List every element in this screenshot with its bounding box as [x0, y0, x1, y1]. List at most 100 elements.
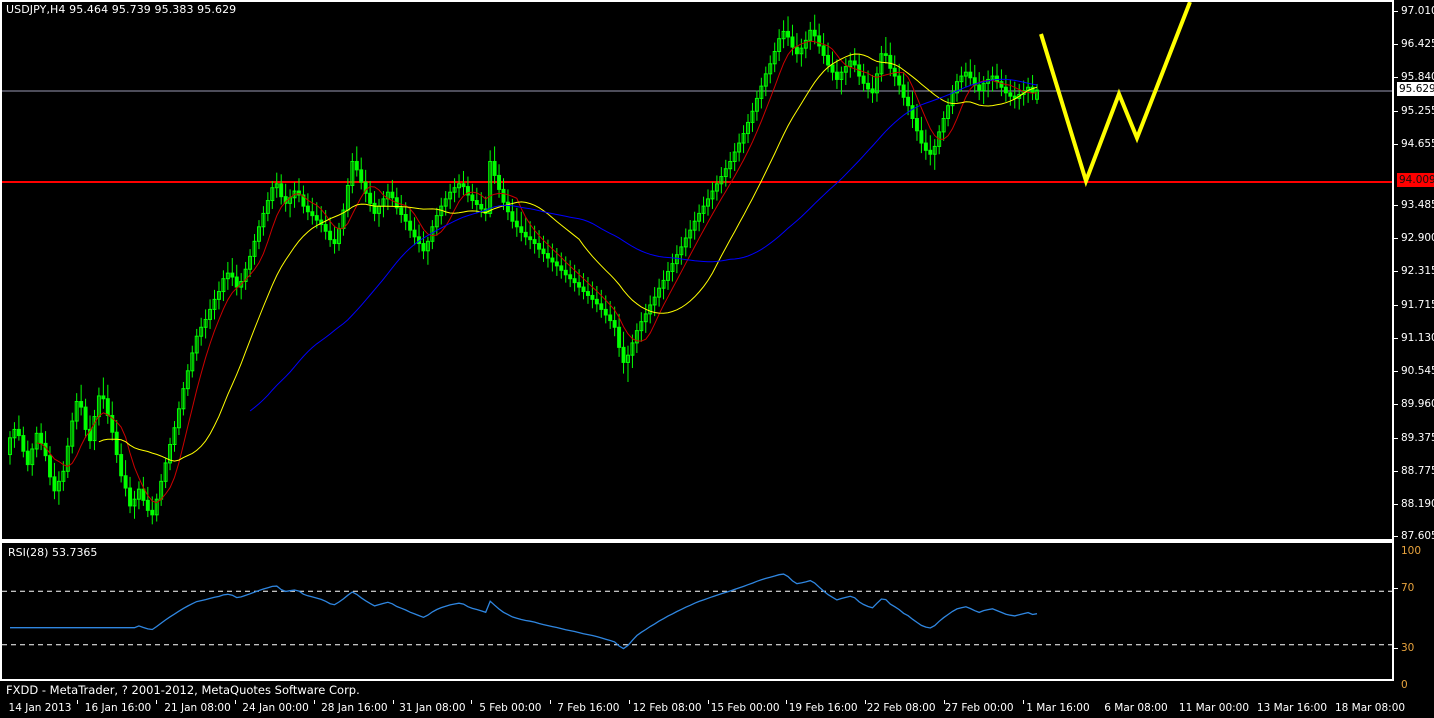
- zigzag-projection-line[interactable]: [1039, 2, 1192, 188]
- status-bar: FXDD - MetaTrader, ? 2001-2012, MetaQuot…: [6, 683, 360, 697]
- time-scale-separator: [76, 700, 78, 704]
- candle-body: [297, 190, 301, 196]
- candle-body: [408, 220, 413, 231]
- candle-body: [812, 29, 817, 37]
- candle-body: [110, 414, 115, 433]
- candle-body: [372, 202, 377, 214]
- price-scale-label: 87.605: [1401, 530, 1434, 542]
- rsi-panel-border-top: [0, 541, 1394, 543]
- candle-body: [746, 121, 750, 135]
- candle-body: [248, 255, 253, 270]
- candle-body: [403, 214, 408, 222]
- price-chart-canvas[interactable]: [2, 2, 1392, 540]
- candle-body: [861, 75, 866, 84]
- candle-body: [697, 212, 702, 222]
- time-scale-separator: [550, 700, 552, 704]
- time-scale-label: 21 Jan 08:00: [164, 702, 231, 714]
- price-scale-tick: [1394, 44, 1398, 45]
- candle-body: [759, 85, 764, 99]
- candle-body: [443, 198, 448, 207]
- candle-body: [497, 174, 502, 190]
- rsi-scale-label: 30: [1401, 642, 1415, 654]
- candle-body: [901, 84, 906, 98]
- candle-body: [92, 416, 97, 442]
- candle-body: [488, 160, 493, 214]
- time-scale-separator: [944, 700, 945, 704]
- candle-body: [221, 278, 226, 293]
- price-scale[interactable]: 97.010 96.425 95.840 95.255 94.655 93.485 92.9…: [1394, 0, 1434, 718]
- price-scale-tick: [1394, 11, 1398, 12]
- time-scale[interactable]: 14 Jan 2013 16 Jan 16:00 21 Jan 08:00 24 Ja…: [0, 700, 1405, 718]
- candle-body: [630, 342, 635, 356]
- price-panel-border-right: [1392, 0, 1394, 541]
- candle-body: [1035, 89, 1039, 100]
- rsi-panel-border-right: [1392, 541, 1394, 681]
- candle-body: [750, 110, 755, 123]
- candle-body: [145, 499, 150, 511]
- rsi-scale-tick: [1394, 588, 1398, 589]
- candle-body: [545, 253, 550, 259]
- rsi-indicator-panel[interactable]: RSI(28) 53.7365: [2, 543, 1392, 679]
- candle-body: [74, 401, 79, 422]
- time-scale-separator: [1022, 700, 1024, 704]
- candle-body: [12, 428, 17, 439]
- candle-body: [599, 303, 604, 310]
- rsi-scale-label: 0: [1401, 679, 1408, 691]
- ma-fast-line: [36, 40, 1038, 504]
- candle-body: [216, 291, 221, 300]
- candle-body: [21, 435, 26, 452]
- candle-body: [412, 229, 417, 238]
- candle-body: [136, 488, 141, 500]
- time-scale-separator: [628, 700, 630, 704]
- candle-body: [754, 97, 759, 112]
- candle-body: [541, 248, 546, 255]
- candle-body: [425, 240, 430, 252]
- price-chart-panel[interactable]: [2, 2, 1392, 540]
- candle-body: [128, 487, 133, 507]
- rsi-chart-canvas[interactable]: [2, 543, 1392, 679]
- candle-body: [83, 406, 88, 430]
- candle-body: [279, 183, 284, 198]
- candle-body: [634, 330, 639, 344]
- candle-body: [874, 73, 879, 94]
- candle-body: [181, 388, 186, 410]
- candle-body: [79, 401, 84, 408]
- candle-body: [310, 211, 315, 217]
- candle-body: [528, 236, 533, 241]
- candle-body: [314, 215, 319, 221]
- price-scale-label: 92.315: [1401, 265, 1434, 277]
- candle-body: [234, 276, 239, 288]
- time-scale-label: 6 Mar 08:00: [1104, 702, 1168, 714]
- candle-body: [34, 432, 39, 450]
- time-scale-label: 18 Mar 08:00: [1334, 702, 1406, 714]
- price-scale-label: 89.960: [1401, 398, 1434, 410]
- candle-body: [230, 272, 235, 278]
- rsi-scale-label: 70: [1401, 582, 1415, 594]
- candle-body: [537, 243, 542, 250]
- candle-body: [928, 149, 933, 155]
- candle-body: [843, 66, 848, 73]
- candle-body: [910, 105, 915, 120]
- candle-body: [532, 239, 537, 245]
- candle-body: [212, 298, 217, 310]
- price-scale-label: 91.130: [1401, 332, 1434, 344]
- price-scale-label: 97.010: [1401, 5, 1434, 17]
- price-scale-tick: [1394, 338, 1398, 339]
- time-scale-label: 24 Jan 00:00: [242, 702, 309, 714]
- candle-body: [150, 509, 155, 516]
- candle-body: [741, 133, 746, 144]
- candle-body: [328, 230, 333, 241]
- candle-body: [305, 205, 310, 213]
- candle-body: [906, 96, 911, 107]
- candle-body: [768, 63, 773, 75]
- candle-body: [941, 118, 946, 133]
- ma-mid-line: [98, 53, 1038, 462]
- candle-body: [470, 194, 475, 202]
- candle-body: [834, 71, 839, 80]
- candle-body: [265, 200, 270, 214]
- time-scale-label: 16 Jan 16:00: [84, 702, 152, 714]
- candle-body: [16, 428, 21, 437]
- rsi-indicator-label: RSI(28) 53.7365: [8, 546, 98, 559]
- price-panel-border-top: [0, 0, 1394, 2]
- price-scale-tick: [1394, 305, 1398, 306]
